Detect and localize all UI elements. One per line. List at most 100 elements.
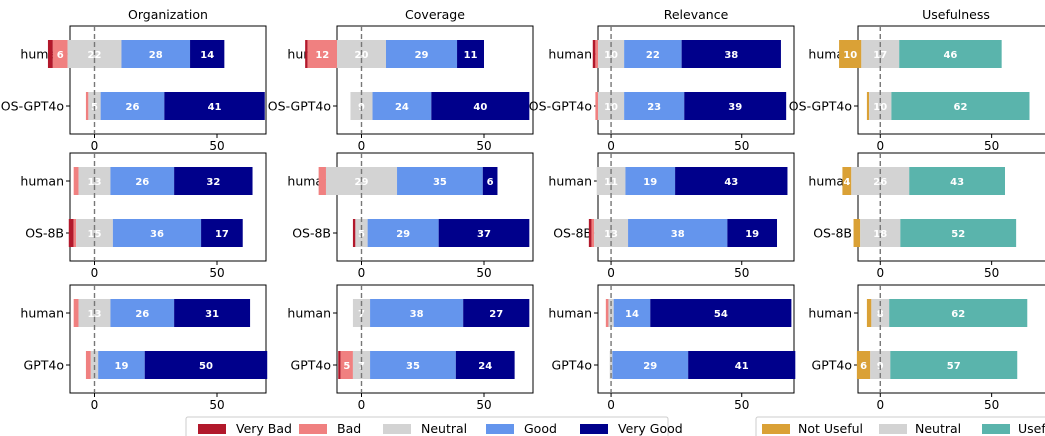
bar-segment (164, 92, 265, 120)
panel-frame (336, 152, 534, 262)
x-tick-label: 50 (476, 398, 491, 412)
bar-segment (624, 92, 685, 120)
bar-segment (73, 167, 79, 195)
bar-segment (688, 351, 796, 379)
legend-swatch (383, 424, 411, 434)
value-label: 8 (877, 309, 884, 320)
legend-swatch (982, 424, 1010, 434)
category-label: OS-8B (813, 226, 852, 241)
bar-segment (340, 351, 353, 379)
bar-segment (592, 40, 596, 68)
value-label: 62 (951, 309, 965, 320)
value-label: 24 (395, 102, 409, 113)
bar-segment (591, 219, 595, 247)
category-label: GPT4o (552, 358, 592, 373)
value-label: 50 (199, 361, 213, 372)
value-label: 37 (477, 229, 491, 240)
category-label: human (548, 174, 592, 189)
x-tick-label: 0 (91, 398, 99, 412)
legend-swatch (762, 424, 790, 434)
bar-segment (605, 299, 609, 327)
legend-label: Useful (1018, 421, 1045, 436)
category-label: GPT4o (24, 358, 64, 373)
legend-swatch (580, 424, 608, 434)
value-label: 32 (206, 177, 220, 188)
x-tick-label: 0 (358, 139, 366, 153)
x-tick-label: 0 (876, 398, 884, 412)
bar-segment (386, 40, 458, 68)
panel-frame (597, 152, 795, 262)
value-label: 38 (671, 229, 685, 240)
value-label: 6 (860, 361, 867, 372)
legend-swatch (486, 424, 514, 434)
x-tick-label: 0 (607, 139, 615, 153)
value-label: 4 (843, 177, 850, 188)
x-tick-label: 50 (984, 266, 999, 280)
x-tick-label: 0 (91, 266, 99, 280)
bar-segment (438, 219, 530, 247)
value-label: 41 (735, 361, 749, 372)
legend-swatch (198, 424, 226, 434)
bar-segment (397, 167, 483, 195)
bar-segment (899, 40, 1002, 68)
panel-title: Coverage (405, 7, 465, 22)
legend-label: Very Bad (236, 421, 292, 436)
category-label: OS-GPT4o (1, 99, 64, 114)
bar-segment (110, 167, 175, 195)
legend-swatch (299, 424, 327, 434)
legend-label: Neutral (915, 421, 961, 436)
value-label: 52 (951, 229, 965, 240)
bar-segment (866, 92, 870, 120)
value-label: 13 (88, 177, 102, 188)
value-label: 6 (57, 50, 64, 61)
value-label: 38 (724, 50, 738, 61)
value-label: 62 (953, 102, 967, 113)
x-tick-label: 50 (476, 139, 491, 153)
bar-segment (455, 351, 515, 379)
category-label: OS-8B (553, 226, 592, 241)
bar-segment (588, 219, 592, 247)
bar-segment (684, 92, 787, 120)
bar-segment (73, 219, 77, 247)
bar-segment (842, 167, 852, 195)
bar-segment (68, 219, 74, 247)
bar-segment (891, 92, 1030, 120)
x-tick-label: 0 (358, 266, 366, 280)
bar-segment (100, 92, 165, 120)
panel-frame (857, 152, 1045, 262)
value-label: 43 (724, 177, 738, 188)
category-label: OS-GPT4o (789, 99, 852, 114)
panel-frame (857, 284, 1045, 394)
value-label: 23 (647, 102, 661, 113)
bar-segment (110, 299, 175, 327)
x-tick-label: 0 (607, 398, 615, 412)
legend-swatch (879, 424, 907, 434)
category-label: human (808, 174, 852, 189)
value-label: 14 (200, 50, 214, 61)
value-label: 29 (415, 50, 429, 61)
bar-segment (47, 40, 53, 68)
bar-segment (909, 167, 1005, 195)
bar-segment (370, 299, 464, 327)
bar-segment (190, 40, 225, 68)
value-label: 19 (114, 361, 128, 372)
category-label: human (20, 306, 64, 321)
panel-frame (69, 152, 267, 262)
bar-segment (372, 92, 432, 120)
legend-label: Good (524, 421, 557, 436)
category-label: human (287, 306, 331, 321)
bar-segment (98, 351, 145, 379)
bar-segment (112, 219, 202, 247)
x-tick-label: 0 (91, 139, 99, 153)
bar-segment (144, 351, 268, 379)
legend-label: Bad (337, 421, 361, 436)
value-label: 14 (625, 309, 639, 320)
bar-segment (307, 40, 337, 68)
bar-segment (727, 219, 778, 247)
panel-frame (857, 25, 1045, 135)
bar-segment (624, 40, 682, 68)
value-label: 5 (343, 361, 350, 372)
bar-segment (595, 40, 598, 68)
bar-segment (431, 92, 530, 120)
